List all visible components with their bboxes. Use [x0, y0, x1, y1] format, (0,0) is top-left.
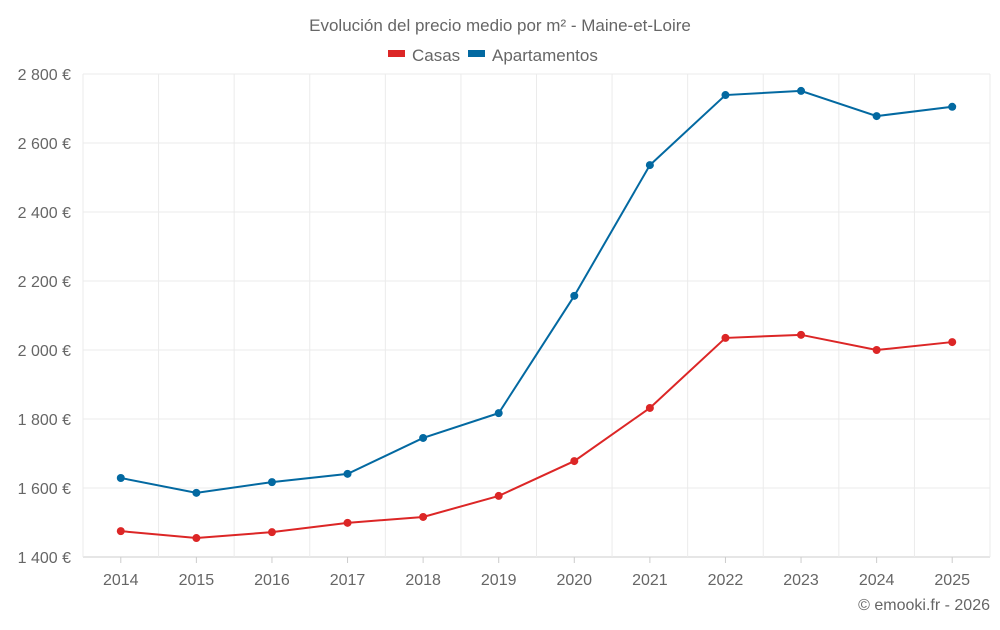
x-tick-label: 2025: [934, 572, 970, 589]
x-tick-label: 2019: [481, 572, 517, 589]
y-tick-label: 2 600 €: [18, 136, 71, 153]
data-point[interactable]: [948, 338, 957, 347]
data-point[interactable]: [419, 512, 428, 521]
x-tick-label: 2020: [556, 572, 592, 589]
data-point[interactable]: [948, 102, 957, 111]
data-point[interactable]: [419, 433, 428, 442]
y-tick-label: 1 400 €: [18, 550, 71, 567]
series-line-apartamentos: [120, 89, 953, 494]
y-tick-label: 2 000 €: [18, 343, 71, 360]
data-point[interactable]: [872, 346, 881, 354]
y-tick-label: 2 800 €: [18, 67, 71, 84]
x-tick-label: 2015: [179, 572, 215, 589]
data-point[interactable]: [343, 469, 352, 478]
data-point[interactable]: [494, 491, 503, 500]
legend-item-apartamentos[interactable]: Apartamentos: [492, 46, 598, 65]
legend-item-casas[interactable]: Casas: [412, 46, 460, 65]
data-point[interactable]: [645, 403, 654, 412]
data-point[interactable]: [721, 91, 730, 100]
data-point[interactable]: [267, 478, 276, 487]
data-point[interactable]: [570, 291, 579, 300]
x-tick-label: 2021: [632, 572, 668, 589]
data-point[interactable]: [797, 86, 806, 95]
x-tick-label: 2024: [859, 572, 895, 589]
data-point[interactable]: [192, 534, 201, 543]
credit: © emooki.fr - 2026: [858, 597, 990, 614]
data-point[interactable]: [494, 409, 503, 418]
x-tick-label: 2016: [254, 572, 290, 589]
data-point[interactable]: [721, 333, 730, 342]
x-tick-label: 2022: [708, 572, 744, 589]
x-tick-label: 2014: [103, 572, 139, 589]
data-point[interactable]: [797, 330, 806, 339]
legend-swatch: [388, 50, 405, 57]
data-point[interactable]: [343, 518, 352, 527]
legend: Casas Apartamentos: [388, 46, 598, 65]
x-tick-label: 2023: [783, 572, 819, 589]
data-point[interactable]: [116, 473, 125, 482]
data-point[interactable]: [116, 527, 125, 536]
legend-swatch: [468, 50, 485, 57]
y-tick-label: 2 200 €: [18, 274, 71, 291]
grid: 1 400 € 1 600 € 1 800 € 2 000 € 2 200 € 2 400…: [18, 67, 991, 589]
chart-title: Evolución del precio medio por m² - Main…: [309, 16, 691, 35]
y-tick-label: 1 800 €: [18, 412, 71, 429]
y-tick-label: 2 400 €: [18, 205, 71, 222]
data-point[interactable]: [570, 457, 579, 466]
series: [116, 86, 957, 543]
series-line-casas: [120, 333, 953, 540]
data-point[interactable]: [645, 161, 654, 170]
y-tick-label: 1 600 €: [18, 481, 71, 498]
data-point[interactable]: [267, 528, 276, 537]
data-point[interactable]: [192, 488, 201, 497]
x-tick-label: 2017: [330, 572, 366, 589]
data-point[interactable]: [872, 112, 881, 121]
x-tick-label: 2018: [405, 572, 441, 589]
